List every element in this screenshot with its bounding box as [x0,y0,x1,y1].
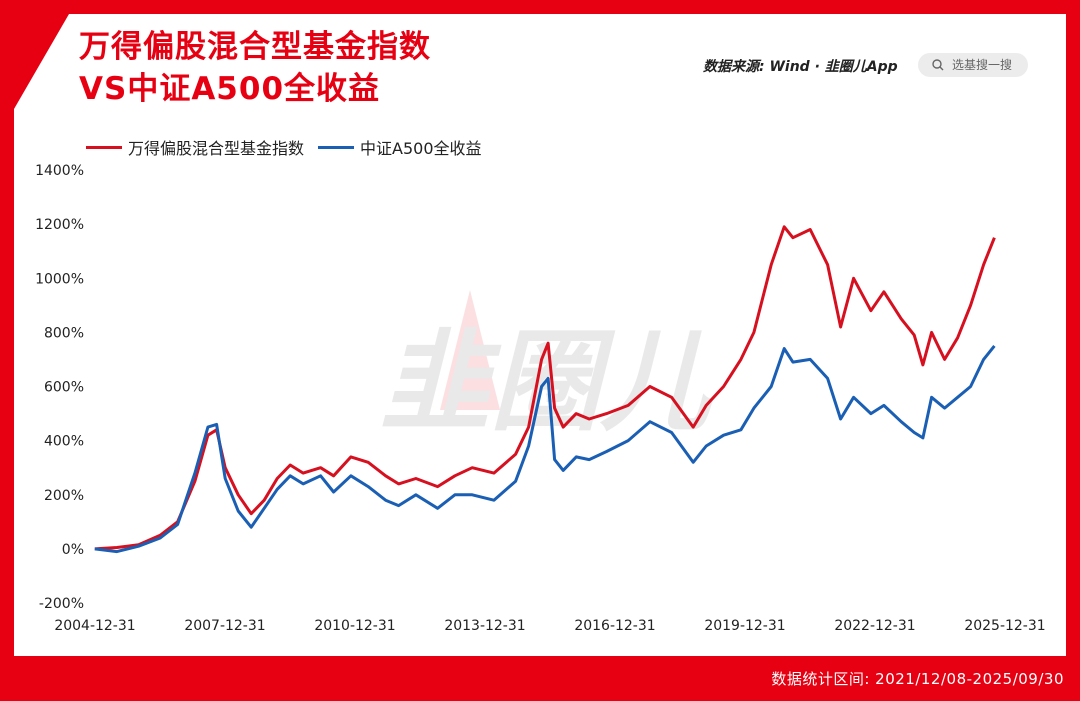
x-tick-label: 2010-12-31 [314,618,395,634]
x-tick-label: 2016-12-31 [574,618,655,634]
y-tick-label: 1000% [35,271,84,287]
page-title: 万得偏股混合型基金指数 VS中证A500全收益 [79,26,431,110]
y-tick-label: 1400% [35,163,84,179]
series-line-fund-index [94,225,996,551]
y-tick-label: 400% [44,434,84,450]
y-tick-label: 200% [44,488,84,504]
y-tick-label: 1200% [35,217,84,233]
corner-triangle [14,14,69,109]
y-axis: 1400% 1200% 1000% 800% 600% 400% 200% 0% -200% [35,163,84,612]
data-source-label: 数据来源: Wind · 韭圈儿App [703,59,898,75]
legend-item-fund-index: 万得偏股混合型基金指数 [86,135,304,159]
title-line-1: 万得偏股混合型基金指数 [79,29,431,65]
watermark-logo: 韭圈儿 [380,290,714,446]
legend-label-a500: 中证A500全收益 [360,139,482,158]
x-tick-label: 2022-12-31 [834,618,915,634]
series-lines [94,225,996,554]
x-tick-label: 2019-12-31 [704,618,785,634]
y-tick-label: 800% [44,325,84,341]
title-line-2: VS中证A500全收益 [79,71,381,107]
chart-panel [14,14,1066,656]
y-tick-label: -200% [39,596,84,612]
y-tick-label: 600% [44,380,84,396]
x-tick-label: 2025-12-31 [964,618,1045,634]
search-icon [932,53,944,85]
legend-item-a500: 中证A500全收益 [318,135,482,159]
y-tick-label: 0% [62,542,84,558]
search-box[interactable]: 选基搜一搜 [918,53,1028,77]
series-line-a500 [94,344,996,554]
legend-label-fund-index: 万得偏股混合型基金指数 [128,139,305,158]
x-axis: 2004-12-31 2007-12-31 2010-12-31 2013-12-31… [54,618,1045,634]
x-tick-label: 2007-12-31 [184,618,265,634]
search-placeholder: 选基搜一搜 [952,58,1013,72]
legend-swatch-blue [318,145,355,149]
date-range-footer: 数据统计区间: 2021/12/08-2025/09/30 [771,670,1064,688]
x-tick-label: 2004-12-31 [54,618,135,634]
x-tick-label: 2013-12-31 [444,618,525,634]
chart-legend: 万得偏股混合型基金指数 中证A500全收益 [86,135,496,159]
legend-swatch-red [86,145,122,149]
